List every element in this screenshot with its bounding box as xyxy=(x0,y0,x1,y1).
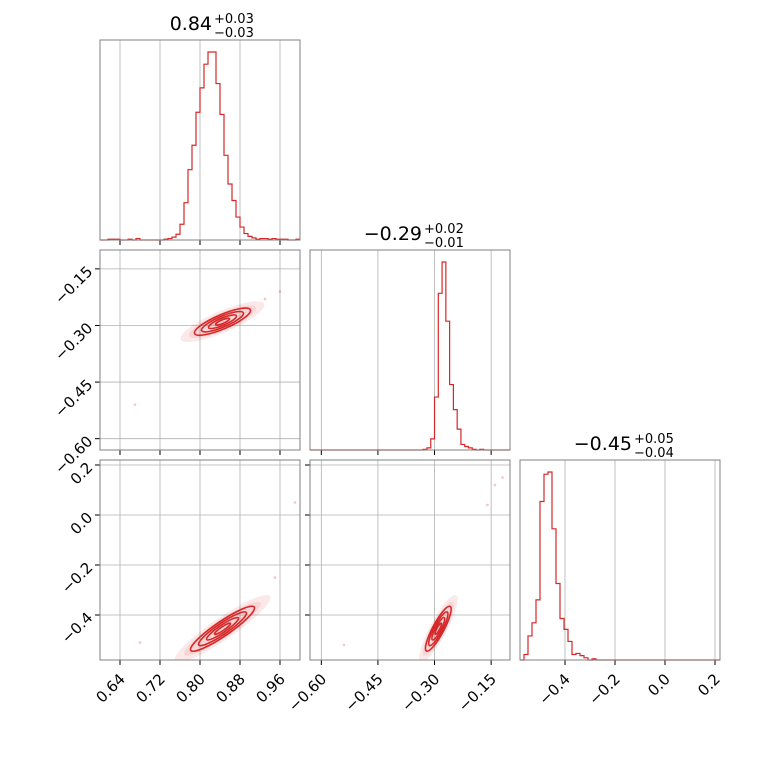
density-contour xyxy=(200,310,245,333)
density-contour xyxy=(434,622,443,636)
scatter-panel-1-2 xyxy=(305,459,511,665)
scatter-panel-0-1 xyxy=(95,249,301,455)
x-tick-label: 0.2 xyxy=(694,670,724,700)
density-layer xyxy=(342,476,504,660)
x-tick-label: 0.80 xyxy=(172,670,208,706)
x-tick-label: 0.72 xyxy=(132,670,168,706)
sample-point xyxy=(278,290,282,293)
title-plus: +0.03 xyxy=(214,12,254,27)
y-tick-label: −0.2 xyxy=(58,559,96,597)
x-tick-label: 0.64 xyxy=(92,670,128,706)
hist-panel-0 xyxy=(99,39,301,245)
density-contour xyxy=(197,611,248,647)
title-plus: +0.05 xyxy=(634,432,674,447)
density-contour xyxy=(427,611,449,647)
x-tick-label: 0.88 xyxy=(212,670,248,706)
density-layer xyxy=(133,290,282,407)
sample-point xyxy=(501,476,504,479)
x-tick-label: −0.2 xyxy=(585,670,623,708)
density-contour xyxy=(193,307,252,337)
panel-frame xyxy=(309,459,511,661)
title-minus: −0.04 xyxy=(634,446,674,461)
x-tick-label: −0.15 xyxy=(455,670,500,715)
density-contour xyxy=(207,314,238,330)
hist-panel-2 xyxy=(519,459,721,665)
panel-frame xyxy=(99,459,301,661)
diagonal-title-0: 0.84 +0.03−0.03 xyxy=(170,12,254,41)
density-cloud xyxy=(184,601,261,656)
sample-point xyxy=(342,643,346,647)
y-tick-label: −0.30 xyxy=(51,319,96,364)
density-contour xyxy=(205,616,240,641)
x-tick-label: −0.30 xyxy=(398,670,443,715)
density-cloud xyxy=(180,301,265,343)
sample-point xyxy=(493,483,497,487)
y-tick-label: −0.45 xyxy=(51,376,96,421)
y-tick-label: −0.15 xyxy=(51,263,96,308)
x-tick-label: 0.96 xyxy=(252,670,288,706)
x-tick-label: −0.45 xyxy=(342,670,387,715)
density-cloud xyxy=(422,601,454,656)
sample-point xyxy=(263,297,267,301)
density-contour xyxy=(424,605,452,653)
x-tick-label: −0.60 xyxy=(285,670,330,715)
sample-point xyxy=(138,641,142,644)
sample-point xyxy=(293,501,297,504)
density-contour xyxy=(213,622,232,636)
y-tick-label: −0.4 xyxy=(58,609,96,647)
sample-point xyxy=(133,403,137,407)
title-minus: −0.03 xyxy=(214,26,254,41)
title-value: 0.84 xyxy=(170,13,212,35)
histogram-1 xyxy=(310,261,510,451)
title-plus: +0.02 xyxy=(424,222,464,237)
panel-frame xyxy=(309,249,511,451)
histogram-2 xyxy=(520,471,720,661)
density-contour xyxy=(189,605,256,653)
diagonal-title-2: −0.45 +0.05−0.04 xyxy=(574,432,674,461)
x-tick-label: −0.4 xyxy=(535,670,573,708)
y-tick-label: 0.0 xyxy=(67,509,97,539)
panel-frame xyxy=(99,39,301,241)
diagonal-title-1: −0.29 +0.02−0.01 xyxy=(364,222,464,251)
density-layer xyxy=(138,501,297,660)
panel-frame xyxy=(99,249,301,451)
title-minus: −0.01 xyxy=(424,236,464,251)
title-value: −0.29 xyxy=(364,223,422,245)
sample-point xyxy=(273,576,277,579)
density-cloud xyxy=(188,305,257,339)
density-contour xyxy=(214,317,231,326)
histogram-0 xyxy=(100,51,300,241)
density-contour xyxy=(431,616,446,641)
sample-point xyxy=(485,503,489,507)
scatter-panel-0-2 xyxy=(95,459,301,665)
title-value: −0.45 xyxy=(574,433,632,455)
x-tick-label: 0.0 xyxy=(644,670,674,700)
panel-frame xyxy=(519,459,721,661)
hist-panel-1 xyxy=(309,249,511,455)
